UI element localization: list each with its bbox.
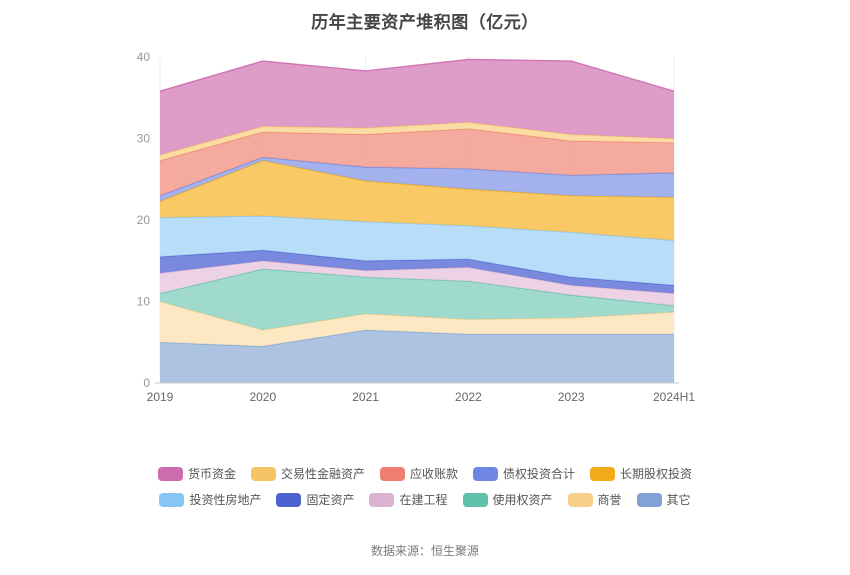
legend-label: 投资性房地产 [189,493,262,507]
x-tick-label: 2021 [352,390,379,404]
legend-item[interactable]: 应收账款 [379,465,458,482]
area-series [160,330,674,383]
area-series [160,59,674,155]
y-tick-label: 20 [137,213,151,227]
legend-label: 债权投资合计 [503,467,576,481]
y-tick-label: 10 [137,295,151,309]
legend-swatch-icon [590,466,616,481]
legend-item[interactable]: 投资性房地产 [159,491,261,508]
legend-swatch-icon [159,492,185,507]
area-series [160,250,674,294]
x-tick-label: 2022 [455,390,482,404]
area-series-border [159,249,675,286]
area-series [160,260,674,306]
legend-item[interactable]: 商誉 [567,491,622,508]
area-series-border [159,127,675,162]
legend-swatch-icon [379,466,405,481]
legend-label: 固定资产 [306,493,355,507]
legend-swatch-icon [157,466,183,481]
legend-row: 投资性房地产 固定资产 在建工程 使用权资产 商誉 其它 [159,491,691,508]
x-tick-label: 2024H1 [653,390,695,404]
area-series [160,301,674,347]
stacked-area-chart: 0 10 20 30 40 2019 2020 2021 2022 2023 2024H1 [137,50,696,404]
area-series-border [159,156,675,197]
legend-swatch-icon [462,492,488,507]
y-tick-label: 30 [137,132,151,146]
legend-item[interactable]: 债权投资合计 [473,465,575,482]
legend-swatch-icon [473,466,498,481]
chart-legend: 货币资金 交易性金融资产 应收账款 债权投资合计 长期股权投资投资性房地产 固定资产 在建工… [0,465,850,508]
legend-swatch-icon [636,492,662,507]
area-series [160,128,674,196]
legend-label: 应收账款 [409,467,458,481]
area-series-border [159,58,675,92]
legend-label: 使用权资产 [492,493,553,507]
legend-item[interactable]: 使用权资产 [462,491,553,508]
data-source: 数据来源：恒生聚源 [370,544,479,558]
legend-item[interactable]: 交易性金融资产 [250,465,365,482]
legend-label: 其它 [666,493,691,507]
area-series-border [159,121,675,156]
y-tick-label: 0 [143,376,150,390]
chart-title: 历年主要资产堆积图（亿元） [311,13,539,32]
x-tick-label: 2020 [249,390,276,404]
legend-swatch-icon [250,466,276,481]
legend-label: 长期股权投资 [620,467,693,481]
y-tick-label: 40 [137,50,151,64]
legend-item[interactable]: 长期股权投资 [590,465,692,482]
legend-swatch-icon [567,492,593,507]
legend-item[interactable]: 在建工程 [369,491,448,508]
legend-item[interactable]: 货币资金 [157,465,236,482]
legend-item[interactable]: 固定资产 [276,491,354,508]
area-series [160,268,674,330]
area-series [160,160,674,241]
legend-row: 货币资金 交易性金融资产 应收账款 债权投资合计 长期股权投资 [157,465,692,482]
legend-swatch-icon [369,492,395,507]
legend-label: 商誉 [597,493,622,507]
legend-label: 货币资金 [187,467,236,481]
x-tick-label: 2019 [147,390,174,404]
legend-item[interactable]: 其它 [636,491,691,508]
area-series [160,215,674,286]
x-tick-label: 2023 [558,390,585,404]
legend-label: 在建工程 [399,493,448,507]
area-series [160,157,674,202]
legend-label: 交易性金融资产 [280,467,365,481]
legend-swatch-icon [276,492,302,507]
